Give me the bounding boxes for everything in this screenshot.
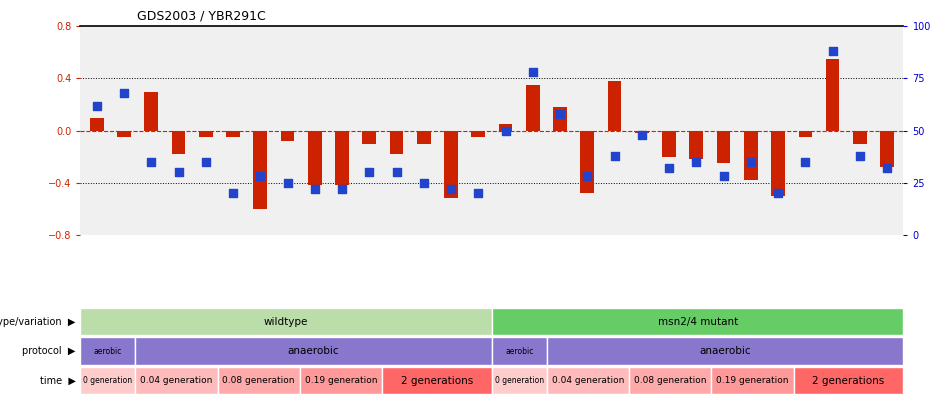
Bar xyxy=(226,130,240,137)
Point xyxy=(389,169,404,176)
Point xyxy=(607,152,622,159)
Bar xyxy=(853,130,867,144)
Text: 0.08 generation: 0.08 generation xyxy=(634,376,707,385)
Bar xyxy=(581,130,594,193)
Point xyxy=(552,111,568,117)
Point xyxy=(716,173,731,180)
Text: time  ▶: time ▶ xyxy=(40,376,76,386)
Point xyxy=(744,159,759,165)
Point xyxy=(416,179,431,186)
Point xyxy=(171,169,186,176)
Point xyxy=(144,159,159,165)
Bar xyxy=(492,308,903,335)
Point xyxy=(89,102,104,109)
Point xyxy=(852,152,867,159)
Bar xyxy=(417,130,430,144)
Bar xyxy=(254,130,267,209)
Text: msn2/4 mutant: msn2/4 mutant xyxy=(657,317,738,326)
Text: 2 generations: 2 generations xyxy=(813,376,885,386)
Bar xyxy=(80,367,135,394)
Point xyxy=(880,165,895,171)
Point xyxy=(253,173,268,180)
Bar xyxy=(135,337,492,365)
Bar xyxy=(711,367,794,394)
Text: 0.19 generation: 0.19 generation xyxy=(305,376,377,385)
Bar xyxy=(629,367,711,394)
Text: 0.08 generation: 0.08 generation xyxy=(222,376,295,385)
Bar xyxy=(547,367,629,394)
Text: genotype/variation  ▶: genotype/variation ▶ xyxy=(0,317,76,326)
Bar xyxy=(90,117,103,130)
Bar xyxy=(80,308,492,335)
Point xyxy=(661,165,676,171)
Point xyxy=(634,132,649,138)
Bar xyxy=(771,130,785,196)
Text: 0.04 generation: 0.04 generation xyxy=(140,376,213,385)
Text: 0.19 generation: 0.19 generation xyxy=(716,376,789,385)
Bar xyxy=(382,367,492,394)
Point xyxy=(770,190,785,196)
Text: aerobic: aerobic xyxy=(94,347,122,356)
Bar xyxy=(135,367,218,394)
Text: wildtype: wildtype xyxy=(264,317,308,326)
Bar xyxy=(390,130,403,154)
Bar xyxy=(445,130,458,198)
Bar xyxy=(80,337,135,365)
Point xyxy=(280,179,295,186)
Bar xyxy=(199,130,213,137)
Bar xyxy=(492,337,547,365)
Point xyxy=(498,127,513,134)
Bar xyxy=(690,130,703,159)
Bar xyxy=(335,130,349,185)
Point xyxy=(307,186,323,192)
Bar xyxy=(218,367,300,394)
Bar xyxy=(607,81,622,130)
Point xyxy=(335,186,350,192)
Point xyxy=(444,186,459,192)
Point xyxy=(361,169,377,176)
Point xyxy=(225,190,240,196)
Bar xyxy=(794,367,903,394)
Bar xyxy=(553,107,567,130)
Text: 0 generation: 0 generation xyxy=(83,376,132,385)
Bar xyxy=(172,130,185,154)
Text: aerobic: aerobic xyxy=(505,347,534,356)
Bar xyxy=(499,124,513,130)
Bar xyxy=(547,337,903,365)
Point xyxy=(116,90,131,96)
Text: 0.04 generation: 0.04 generation xyxy=(552,376,624,385)
Text: GDS2003 / YBR291C: GDS2003 / YBR291C xyxy=(137,9,266,22)
Point xyxy=(797,159,813,165)
Bar xyxy=(117,130,131,137)
Bar xyxy=(281,130,294,141)
Bar xyxy=(362,130,377,144)
Point xyxy=(689,159,704,165)
Bar xyxy=(744,130,758,180)
Bar xyxy=(662,130,675,157)
Point xyxy=(525,69,540,75)
Bar xyxy=(798,130,812,137)
Bar xyxy=(635,130,649,133)
Point xyxy=(580,173,595,180)
Bar xyxy=(300,367,382,394)
Point xyxy=(825,48,840,55)
Point xyxy=(199,159,214,165)
Bar xyxy=(526,85,539,130)
Point xyxy=(471,190,486,196)
Bar xyxy=(145,92,158,130)
Text: anaerobic: anaerobic xyxy=(699,346,751,356)
Text: anaerobic: anaerobic xyxy=(288,346,340,356)
Bar xyxy=(492,367,547,394)
Text: protocol  ▶: protocol ▶ xyxy=(23,346,76,356)
Bar xyxy=(826,59,839,130)
Bar xyxy=(471,130,485,137)
Text: 2 generations: 2 generations xyxy=(401,376,473,386)
Text: 0 generation: 0 generation xyxy=(495,376,544,385)
Bar xyxy=(717,130,730,163)
Bar xyxy=(308,130,322,185)
Bar xyxy=(881,130,894,167)
